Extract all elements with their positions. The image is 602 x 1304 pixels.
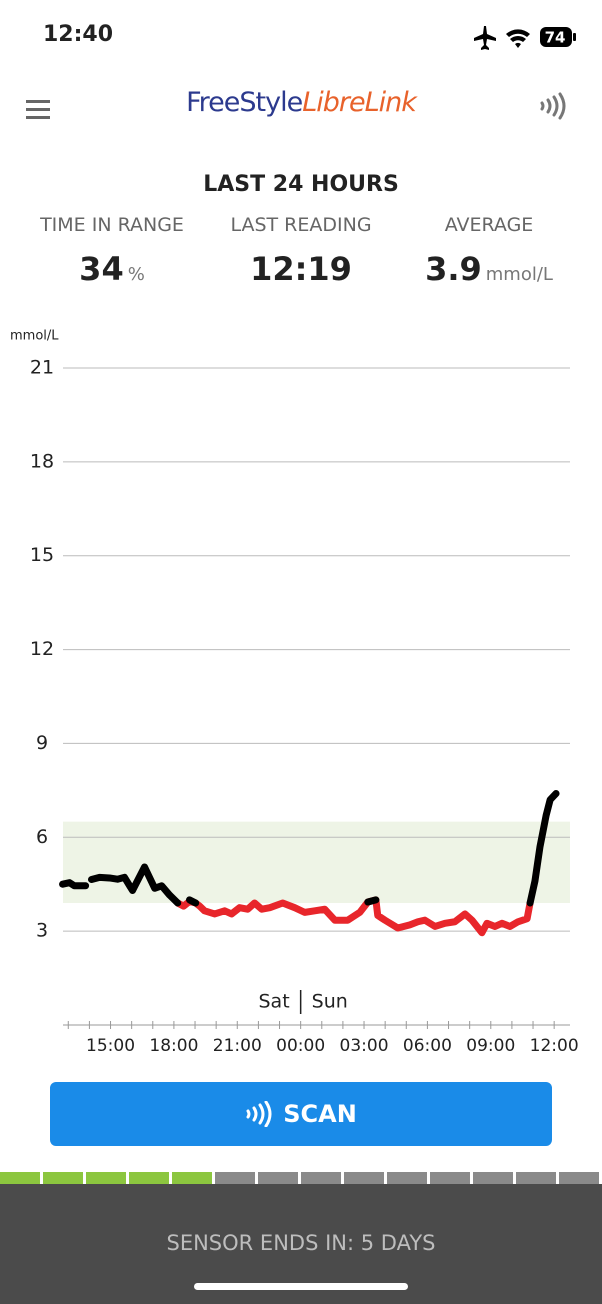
progress-remaining: [258, 1172, 298, 1184]
menu-bar: [26, 116, 50, 119]
stat-label: AVERAGE: [444, 214, 534, 236]
progress-used: [129, 1172, 169, 1184]
scan-icon: [246, 1101, 272, 1127]
stat-unit: %: [127, 264, 145, 285]
progress-remaining: [430, 1172, 470, 1184]
summary-title: LAST 24 HOURS: [203, 172, 399, 197]
progress-used: [43, 1172, 83, 1184]
sensor-progress: [0, 1172, 602, 1184]
stat-number: 3.9: [425, 250, 482, 288]
x-tick-label: 15:00: [86, 1036, 135, 1056]
app-logo: FreeStyleLibreLink: [0, 87, 602, 118]
progress-remaining: [473, 1172, 513, 1184]
y-tick-label: 3: [36, 920, 48, 942]
y-tick-label: 12: [30, 638, 54, 660]
day-label: Sat: [259, 991, 290, 1013]
battery-tip: [573, 33, 576, 41]
menu-bar: [26, 100, 50, 103]
logo-part: LibreLink: [302, 87, 417, 118]
stat-unit: mmol/L: [485, 264, 553, 285]
progress-remaining: [516, 1172, 556, 1184]
x-tick-label: 00:00: [276, 1036, 325, 1056]
progress-remaining: [344, 1172, 384, 1184]
battery-icon: [540, 27, 572, 47]
target-range: [63, 821, 570, 903]
y-tick-label: 18: [30, 450, 54, 472]
y-tick-label: 15: [30, 544, 54, 566]
glucose-chart: mmol/L 3 6 9 12 15 18 21 15:00 18:00 21:00 00:00 03…: [10, 329, 579, 1057]
nfc-icon: [540, 92, 566, 120]
progress-remaining: [387, 1172, 427, 1184]
scan-label: SCAN: [283, 1100, 357, 1128]
progress-used: [86, 1172, 126, 1184]
progress-used: [172, 1172, 212, 1184]
x-tick-label: 21:00: [213, 1036, 262, 1056]
progress-remaining: [215, 1172, 255, 1184]
x-tick-label: 03:00: [340, 1036, 389, 1056]
stat-value: 34%: [12, 250, 212, 288]
battery-level: 74: [545, 29, 566, 47]
progress-used: [0, 1172, 40, 1184]
home-indicator: [194, 1283, 408, 1290]
menu-bar: [26, 108, 50, 111]
glucose-line: [59, 789, 560, 907]
stat-value: 3.9 mmol/L: [389, 250, 589, 288]
stat-label: LAST READING: [230, 214, 372, 236]
x-tick-label: 06:00: [403, 1036, 452, 1056]
scan-button[interactable]: SCAN: [50, 1082, 552, 1146]
y-tick-label: 9: [36, 732, 48, 754]
stat-number: 34: [79, 250, 124, 288]
y-tick-label: 6: [36, 826, 48, 848]
glucose-line: [174, 896, 534, 937]
progress-remaining: [559, 1172, 599, 1184]
x-tick-label: 12:00: [530, 1036, 579, 1056]
stat-label: TIME IN RANGE: [40, 214, 184, 236]
sensor-text: SENSOR ENDS IN: 5 DAYS: [166, 1231, 436, 1255]
wifi-icon: [506, 29, 530, 48]
progress-remaining: [301, 1172, 341, 1184]
day-label: Sun: [312, 991, 348, 1013]
sensor-footer: SENSOR ENDS IN: 5 DAYS: [0, 1184, 602, 1304]
stat-value: 12:19: [250, 250, 352, 288]
status-icons: 74: [474, 26, 576, 50]
logo-part: FreeStyle: [186, 87, 303, 118]
airplane-icon: [474, 26, 496, 50]
x-tick-label: 18:00: [149, 1036, 198, 1056]
x-tick-label: 09:00: [466, 1036, 515, 1056]
menu-button[interactable]: [24, 98, 52, 122]
y-axis-label: mmol/L: [10, 329, 59, 344]
status-time: 12:40: [43, 22, 114, 47]
y-tick-label: 21: [30, 357, 54, 379]
